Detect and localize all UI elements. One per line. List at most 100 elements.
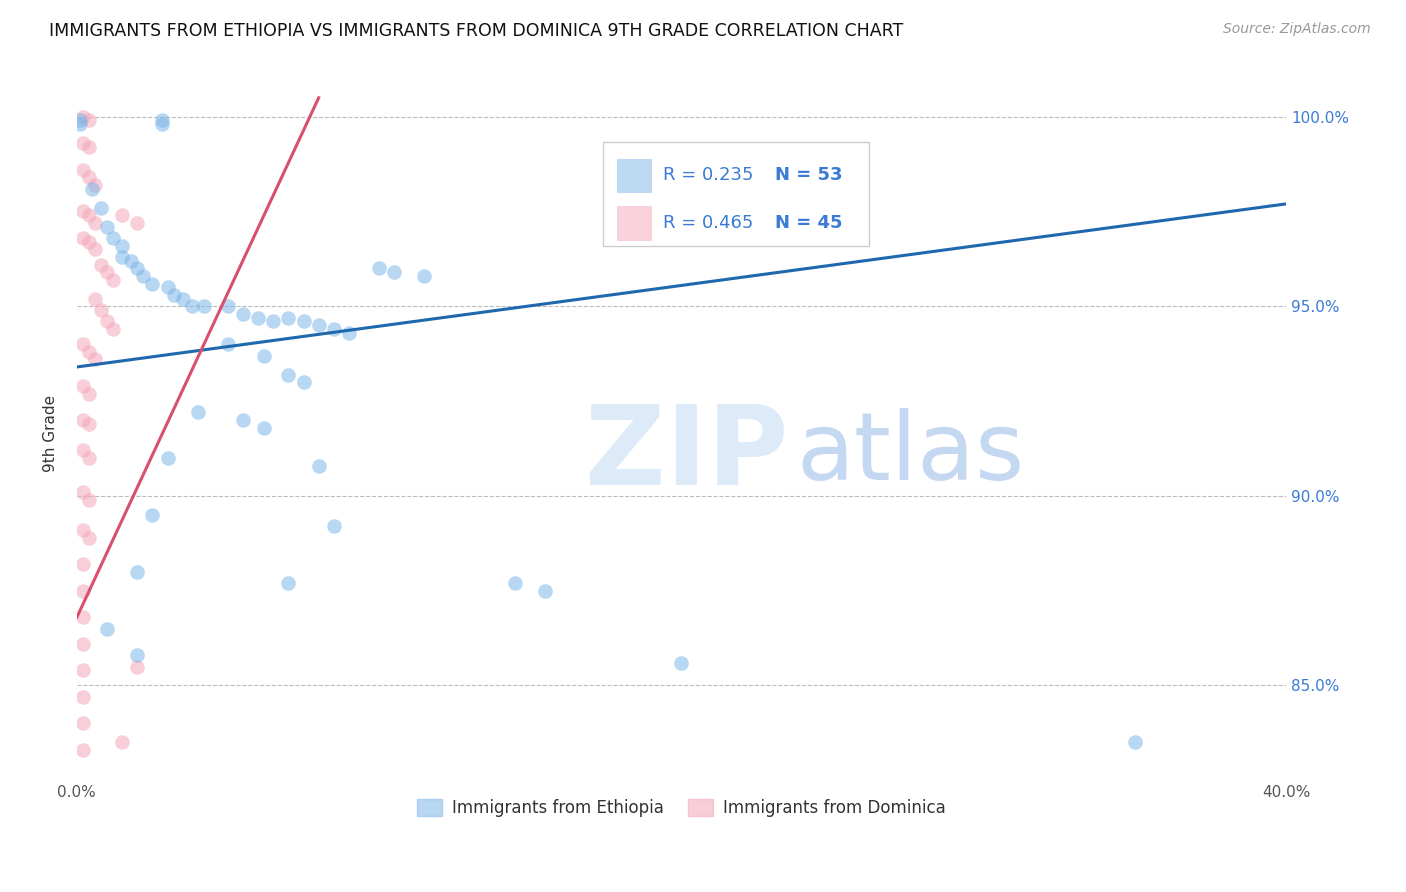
Point <box>308 318 330 333</box>
Point <box>101 322 124 336</box>
Point <box>156 280 179 294</box>
Point <box>77 492 100 507</box>
Point <box>322 519 344 533</box>
Point <box>77 140 100 154</box>
Point <box>127 659 149 673</box>
Point <box>90 303 112 318</box>
Point <box>162 288 184 302</box>
Point <box>193 299 215 313</box>
Point <box>368 261 391 276</box>
Point <box>253 349 276 363</box>
Point <box>77 208 100 222</box>
Point <box>150 117 173 131</box>
Point <box>150 113 173 128</box>
Point <box>101 273 124 287</box>
Point <box>141 508 163 522</box>
Point <box>96 314 118 328</box>
Point <box>77 344 100 359</box>
Point <box>277 368 299 382</box>
Point <box>180 299 202 313</box>
Point <box>96 622 118 636</box>
Point <box>72 716 94 731</box>
Text: atlas: atlas <box>796 409 1025 500</box>
Point <box>90 201 112 215</box>
Point <box>72 136 94 151</box>
Text: R = 0.465: R = 0.465 <box>664 214 754 232</box>
Point <box>77 531 100 545</box>
Point <box>1123 735 1146 749</box>
Point <box>111 735 134 749</box>
Point <box>127 216 149 230</box>
Point <box>141 277 163 291</box>
Point <box>308 458 330 473</box>
Point <box>72 637 94 651</box>
Point <box>72 110 94 124</box>
Point <box>671 656 693 670</box>
Point <box>96 265 118 279</box>
Point <box>111 208 134 222</box>
Point <box>277 576 299 591</box>
Point <box>322 322 344 336</box>
FancyBboxPatch shape <box>617 159 651 192</box>
Point <box>72 663 94 677</box>
Point <box>127 648 149 662</box>
Y-axis label: 9th Grade: 9th Grade <box>44 395 58 472</box>
Point <box>84 352 107 367</box>
Point <box>111 238 134 252</box>
Text: ZIP: ZIP <box>585 401 787 508</box>
Point <box>69 113 91 128</box>
Point <box>72 337 94 351</box>
Point <box>156 450 179 465</box>
Point <box>77 235 100 249</box>
Point <box>127 261 149 276</box>
Point <box>127 565 149 579</box>
Point <box>72 413 94 427</box>
Point <box>172 292 194 306</box>
Point <box>72 162 94 177</box>
Point <box>217 337 239 351</box>
Point <box>72 690 94 704</box>
Point <box>232 307 254 321</box>
Point <box>253 420 276 434</box>
Point <box>72 743 94 757</box>
Point <box>247 310 270 325</box>
Point <box>187 405 209 419</box>
Point <box>72 443 94 458</box>
Point <box>72 204 94 219</box>
Point <box>217 299 239 313</box>
Text: Source: ZipAtlas.com: Source: ZipAtlas.com <box>1223 22 1371 37</box>
Point <box>72 523 94 537</box>
Point <box>337 326 360 340</box>
Point <box>84 292 107 306</box>
Point <box>277 310 299 325</box>
Point <box>72 610 94 624</box>
FancyBboxPatch shape <box>617 206 651 240</box>
Point <box>96 219 118 234</box>
Point <box>84 243 107 257</box>
Point <box>72 583 94 598</box>
Point <box>84 178 107 192</box>
Point <box>69 117 91 131</box>
Point <box>77 417 100 431</box>
Point <box>120 253 142 268</box>
Point <box>111 250 134 264</box>
Point <box>292 375 315 389</box>
Point <box>101 231 124 245</box>
Point <box>382 265 405 279</box>
Point <box>72 231 94 245</box>
Point <box>72 557 94 571</box>
Text: N = 45: N = 45 <box>775 214 842 232</box>
Point <box>77 386 100 401</box>
Point <box>503 576 526 591</box>
Point <box>80 182 103 196</box>
Point <box>84 216 107 230</box>
Point <box>90 258 112 272</box>
Point <box>413 268 436 283</box>
Point <box>72 485 94 500</box>
Point <box>77 113 100 128</box>
Point <box>292 314 315 328</box>
Point <box>232 413 254 427</box>
Point <box>132 268 155 283</box>
Text: N = 53: N = 53 <box>775 166 842 184</box>
Point <box>534 583 557 598</box>
